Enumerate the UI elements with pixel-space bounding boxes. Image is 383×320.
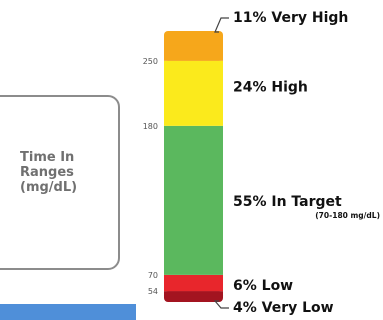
segment-label-low: 6% Low (233, 278, 293, 294)
tick-label-70: 70 (148, 271, 158, 280)
bar-segment-fill-very-low (164, 291, 223, 297)
bar-segment-fill-very-high (164, 45, 223, 61)
segment-sublabel-in-target: (70-180 mg/dL) (315, 211, 380, 220)
bar-segment-in-target (164, 125, 223, 275)
blue-header-strip (0, 304, 136, 320)
time-in-ranges-label: Time In Ranges (mg/dL) (20, 150, 130, 195)
connector-very-low (213, 300, 229, 309)
segment-label-very-high: 11% Very High (233, 10, 348, 26)
card-label-line-3: (mg/dL) (20, 180, 78, 195)
segment-label-high: 24% High (233, 79, 308, 95)
time-in-ranges-card (0, 95, 120, 270)
tick-label-54: 54 (148, 287, 158, 296)
tick-label-250: 250 (143, 57, 158, 66)
bar-segment-high (164, 60, 223, 126)
segment-label-in-target: 55% In Target (233, 194, 342, 210)
connector-very-high (214, 17, 229, 33)
card-label-line-1: Time In (20, 150, 75, 165)
bar-segment-low (164, 274, 223, 292)
card-label-line-2: Ranges (20, 165, 74, 180)
tick-label-180: 180 (143, 122, 158, 131)
segment-label-very-low: 4% Very Low (233, 300, 334, 316)
